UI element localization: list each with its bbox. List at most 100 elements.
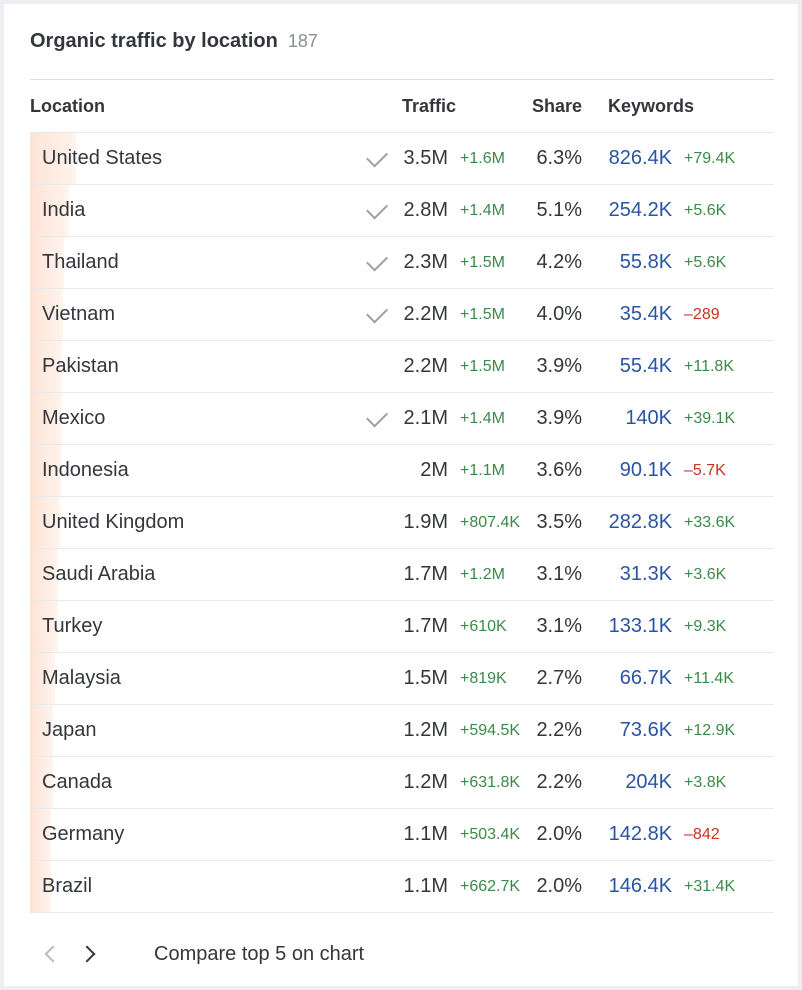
location-cell: Indonesia [30, 444, 354, 497]
keywords-link[interactable]: 55.4K [582, 340, 673, 393]
keywords-link[interactable]: 140K [582, 392, 673, 445]
location-link[interactable]: Vietnam [42, 303, 116, 325]
table-row[interactable]: Germany 1.1M +503.4K 2.0% 142.8K –842 [30, 808, 775, 861]
location-link[interactable]: Turkey [42, 615, 103, 637]
check-cell [354, 652, 398, 705]
location-link[interactable]: Mexico [42, 407, 106, 429]
keywords-delta: +5.6K [672, 184, 775, 237]
share-value: 4.2% [530, 236, 583, 289]
location-link[interactable]: India [42, 199, 86, 221]
table-row[interactable]: Indonesia 2M +1.1M 3.6% 90.1K –5.7K [30, 444, 775, 497]
column-header-keywords-label: Keywords [608, 95, 695, 116]
column-header-traffic[interactable]: Traffic [354, 80, 531, 133]
table-row[interactable]: Saudi Arabia 1.7M +1.2M 3.1% 31.3K +3.6K [30, 548, 775, 601]
keywords-link[interactable]: 204K [582, 756, 673, 809]
traffic-by-location-card: Organic traffic by location 187 Location … [4, 4, 798, 986]
location-cell: Saudi Arabia [30, 548, 354, 601]
traffic-value: 2.8M [398, 184, 448, 237]
check-cell [354, 340, 398, 393]
keywords-link[interactable]: 31.3K [582, 548, 673, 601]
keywords-link[interactable]: 254.2K [582, 184, 673, 237]
table-row[interactable]: Thailand 2.3M +1.5M 4.2% 55.8K +5.6K [30, 236, 775, 289]
traffic-delta: +819K [448, 652, 531, 705]
chevron-left-icon [44, 945, 62, 963]
share-bar [30, 237, 64, 288]
share-value: 5.1% [530, 184, 583, 237]
share-value: 6.3% [530, 132, 583, 185]
table-row[interactable]: Vietnam 2.2M +1.5M 4.0% 35.4K –289 [30, 288, 775, 341]
location-link[interactable]: Pakistan [42, 355, 119, 377]
location-cell: India [30, 184, 354, 237]
location-cell: Malaysia [30, 652, 354, 705]
traffic-delta: +1.4M [448, 392, 531, 445]
table-row[interactable]: United States 3.5M +1.6M 6.3% 826.4K +79.4K [30, 132, 775, 185]
keywords-link[interactable]: 133.1K [582, 600, 673, 653]
share-bar [30, 393, 62, 444]
location-link[interactable]: United Kingdom [42, 511, 185, 533]
keywords-link[interactable]: 142.8K [582, 808, 673, 861]
previous-page-button[interactable] [30, 936, 70, 972]
location-table: Location Traffic Share Keywords United S… [30, 80, 775, 913]
share-value: 4.0% [530, 288, 583, 341]
table-row[interactable]: Turkey 1.7M +610K 3.1% 133.1K +9.3K [30, 600, 775, 653]
location-link[interactable]: Saudi Arabia [42, 563, 156, 585]
next-page-button[interactable] [70, 936, 110, 972]
location-link[interactable]: Brazil [42, 875, 93, 897]
table-row[interactable]: Canada 1.2M +631.8K 2.2% 204K +3.8K [30, 756, 775, 809]
keywords-delta: +12.9K [672, 704, 775, 757]
column-header-share[interactable]: Share [530, 80, 583, 133]
check-cell [354, 132, 398, 185]
check-cell [354, 600, 398, 653]
keywords-link[interactable]: 66.7K [582, 652, 673, 705]
table-header-row: Location Traffic Share Keywords [30, 80, 775, 133]
keywords-link[interactable]: 35.4K [582, 288, 673, 341]
location-cell: Canada [30, 756, 354, 809]
compare-top-5-button[interactable]: Compare top 5 on chart [154, 942, 365, 965]
chevron-right-icon [78, 945, 96, 963]
keywords-link[interactable]: 826.4K [582, 132, 673, 185]
keywords-delta: +31.4K [672, 860, 775, 913]
table-row[interactable]: United Kingdom 1.9M +807.4K 3.5% 282.8K +33.6… [30, 496, 775, 549]
table-row[interactable]: Brazil 1.1M +662.7K 2.0% 146.4K +31.4K [30, 860, 775, 913]
traffic-value: 1.2M [398, 704, 448, 757]
share-value: 2.2% [530, 704, 583, 757]
table-row[interactable]: Japan 1.2M +594.5K 2.2% 73.6K +12.9K [30, 704, 775, 757]
share-bar [30, 133, 76, 184]
traffic-delta: +1.2M [448, 548, 531, 601]
keywords-link[interactable]: 90.1K [582, 444, 673, 497]
table-row[interactable]: India 2.8M +1.4M 5.1% 254.2K +5.6K [30, 184, 775, 237]
location-link[interactable]: Thailand [42, 251, 119, 273]
traffic-value: 1.5M [398, 652, 448, 705]
keywords-link[interactable]: 55.8K [582, 236, 673, 289]
check-cell [354, 808, 398, 861]
share-bar [30, 185, 69, 236]
keywords-link[interactable]: 146.4K [582, 860, 673, 913]
share-value: 2.7% [530, 652, 583, 705]
table-row[interactable]: Mexico 2.1M +1.4M 3.9% 140K +39.1K [30, 392, 775, 445]
keywords-link[interactable]: 73.6K [582, 704, 673, 757]
column-header-location[interactable]: Location [30, 80, 354, 133]
traffic-delta: +1.5M [448, 288, 531, 341]
column-header-keywords[interactable]: Keywords [582, 80, 775, 133]
check-cell [354, 860, 398, 913]
traffic-delta: +662.7K [448, 860, 531, 913]
location-cell: United Kingdom [30, 496, 354, 549]
location-link[interactable]: Germany [42, 823, 125, 845]
table-row[interactable]: Pakistan 2.2M +1.5M 3.9% 55.4K +11.8K [30, 340, 775, 393]
share-value: 3.1% [530, 600, 583, 653]
location-link[interactable]: Indonesia [42, 459, 129, 481]
location-link[interactable]: United States [42, 147, 163, 169]
checkmark-icon [366, 197, 389, 220]
location-link[interactable]: Canada [42, 771, 113, 793]
location-link[interactable]: Malaysia [42, 667, 121, 689]
keywords-link[interactable]: 282.8K [582, 496, 673, 549]
table-row[interactable]: Malaysia 1.5M +819K 2.7% 66.7K +11.4K [30, 652, 775, 705]
keywords-delta: –289 [672, 288, 775, 341]
checkmark-icon [366, 249, 389, 272]
share-bar [30, 757, 53, 808]
check-cell [354, 288, 398, 341]
location-link[interactable]: Japan [42, 719, 97, 741]
checkmark-icon [366, 405, 389, 428]
share-value: 2.2% [530, 756, 583, 809]
checkmark-icon [366, 301, 389, 324]
